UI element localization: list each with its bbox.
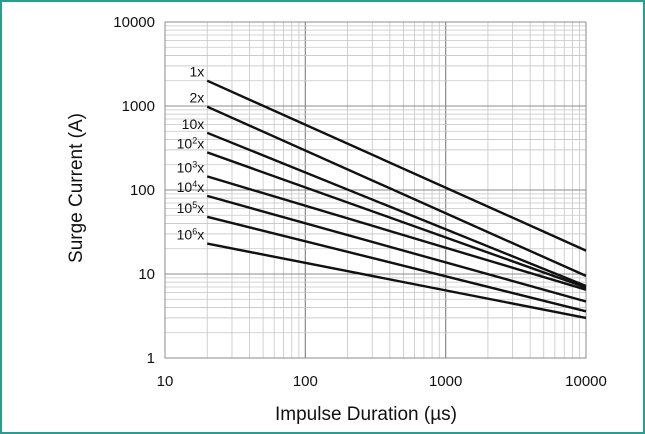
y-tick-label: 1000 (122, 98, 155, 115)
x-tick-label: 10 (157, 373, 174, 390)
x-tick-label: 1000 (429, 373, 462, 390)
series-labels: 1x 2x 10x 102x 103x 104x 105x 106x (177, 64, 205, 243)
y-tick-label: 100 (130, 182, 155, 199)
plot-area-border (164, 21, 587, 359)
grid (164, 21, 587, 359)
series-line (206, 105, 587, 277)
series-label: 102x (177, 135, 205, 151)
x-tick-label: 10000 (565, 373, 607, 390)
x-axis-title: Impulse Duration (µs) (275, 404, 457, 425)
series-line (206, 79, 587, 252)
series-line (206, 194, 587, 303)
series-label: 103x (177, 159, 205, 175)
y-axis-title: Surge Current (A) (66, 113, 87, 263)
series-label: 2x (189, 90, 204, 106)
y-tick-label: 1 (147, 350, 155, 367)
series-label: 104x (177, 179, 205, 195)
series-label: 105x (177, 200, 205, 216)
series-label: 106x (177, 227, 205, 243)
series-label: 10x (182, 116, 205, 132)
series-line (206, 242, 587, 320)
series-line (206, 175, 587, 291)
y-tick-label: 10000 (113, 14, 155, 31)
series-line (206, 131, 587, 288)
y-tick-label: 10 (138, 266, 155, 283)
series-line (206, 215, 587, 313)
series-line (206, 151, 587, 289)
series-label: 1x (189, 64, 204, 80)
x-tick-label: 100 (293, 373, 318, 390)
series-lines (206, 79, 587, 320)
